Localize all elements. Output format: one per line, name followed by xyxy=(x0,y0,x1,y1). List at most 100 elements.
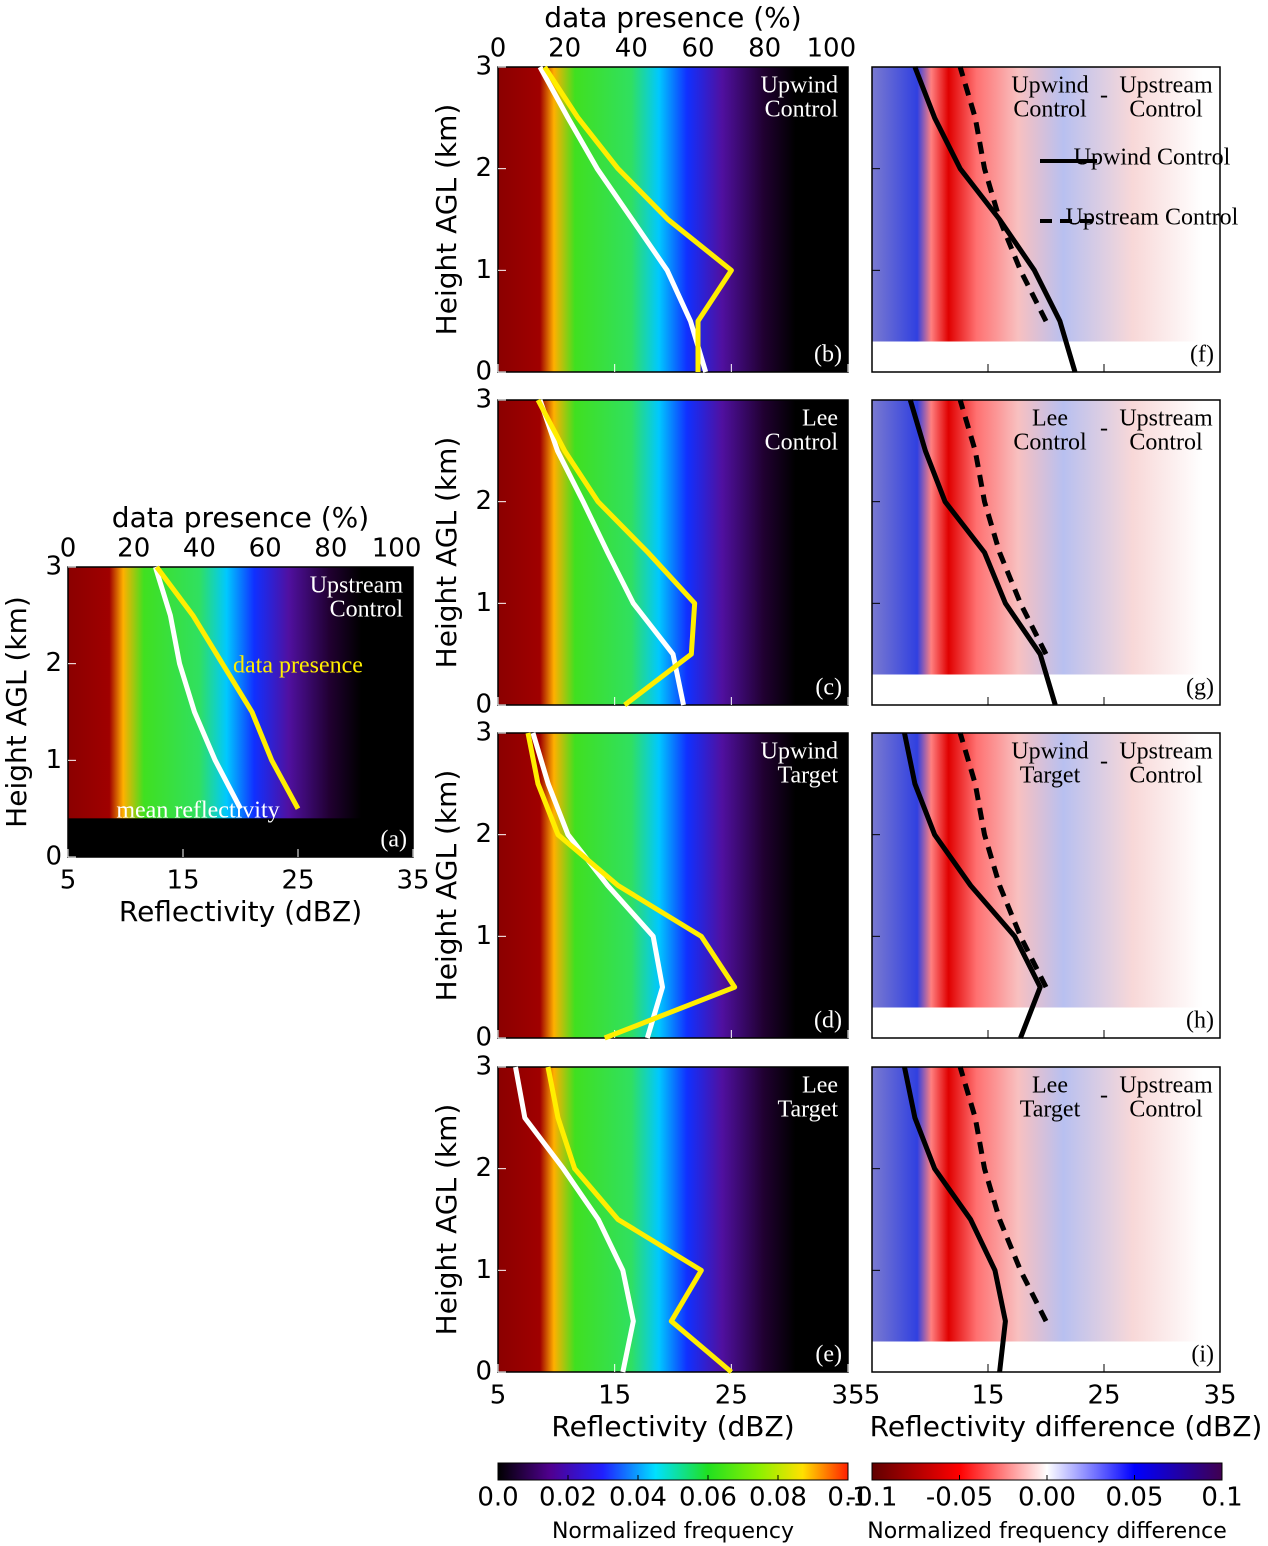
legend-label: Upwind Control xyxy=(1074,145,1231,171)
x2-tick-label: 80 xyxy=(748,34,781,64)
annotation: - xyxy=(1100,1083,1108,1109)
plot-background xyxy=(498,733,848,1038)
colorbar-tick-label: 0.04 xyxy=(609,1483,667,1513)
x2-tick-label: 80 xyxy=(314,534,347,564)
y-axis-label: Height AGL (km) xyxy=(430,1104,463,1336)
frame xyxy=(497,66,849,373)
y-tick-label: 1 xyxy=(475,588,492,618)
annotation: Control xyxy=(1013,97,1087,123)
no-data-band xyxy=(68,818,413,857)
y-tick-label: 2 xyxy=(475,486,492,516)
no-data-band xyxy=(498,1341,848,1372)
annotation: - xyxy=(1100,749,1108,775)
profile-line xyxy=(525,732,738,1041)
colorbar-tick-label: 0.02 xyxy=(539,1483,597,1513)
y-axis-label: Height AGL (km) xyxy=(0,596,33,828)
frame xyxy=(871,66,1221,373)
annotation: Target xyxy=(1020,1097,1081,1123)
y-tick-label: 2 xyxy=(475,153,492,183)
series-annotation: data presence xyxy=(233,653,363,679)
x-axis-label: Reflectivity (dBZ) xyxy=(119,895,362,928)
annotation: Upstream xyxy=(1119,73,1213,99)
x2-tick-label: 20 xyxy=(548,34,581,64)
x2-tick-label: 0 xyxy=(490,34,507,64)
colorbar-tick-label: 0.0 xyxy=(477,1483,518,1513)
profile-line xyxy=(957,1066,1049,1323)
x-tick-label: 15 xyxy=(598,1381,631,1411)
x-tick-label: 15 xyxy=(166,866,199,896)
colorbar-tick-label: 0.06 xyxy=(679,1483,737,1513)
profile-line xyxy=(154,565,301,810)
colorbar-tick-label: -0.1 xyxy=(847,1483,898,1513)
colorbar-tick-label: -0.05 xyxy=(926,1483,993,1513)
panel-label: (g) xyxy=(1186,675,1214,701)
profile-line xyxy=(907,399,1058,706)
x-tick-label: 35 xyxy=(396,866,429,896)
y-tick-label: 1 xyxy=(45,745,62,775)
x2-tick-label: 0 xyxy=(60,534,77,564)
annotation: Target xyxy=(777,763,838,789)
x-tick-label: 25 xyxy=(1087,1381,1120,1411)
annotation: - xyxy=(1100,416,1108,442)
profile-line xyxy=(542,65,734,372)
colorbar-label: Normalized frequency difference xyxy=(867,1519,1227,1544)
x2-tick-label: 40 xyxy=(183,534,216,564)
frame xyxy=(871,732,1221,1039)
colorbar-tick-label: 0.1 xyxy=(827,1483,868,1513)
frame xyxy=(871,399,1221,706)
panel-label: (i) xyxy=(1191,1342,1214,1368)
annotation: Control xyxy=(765,430,839,456)
panel-label: (a) xyxy=(380,827,407,853)
x-tick-label: 5 xyxy=(490,1381,507,1411)
legend-label: Upstream Control xyxy=(1066,205,1239,231)
frame xyxy=(67,566,414,858)
annotation: - xyxy=(1100,83,1108,109)
no-data-band xyxy=(498,341,848,372)
y-axis-label: Height AGL (km) xyxy=(430,437,463,669)
panel-label: (h) xyxy=(1186,1008,1214,1034)
annotation: Lee xyxy=(1032,406,1068,432)
y-tick-label: 2 xyxy=(475,819,492,849)
colorbar-tick-label: 0.08 xyxy=(749,1483,807,1513)
x-tick-label: 5 xyxy=(60,866,77,896)
annotation: Control xyxy=(1129,430,1203,456)
y-axis-label: Height AGL (km) xyxy=(430,104,463,336)
annotation: Control xyxy=(765,97,839,123)
no-data-band xyxy=(498,674,848,705)
profile-line xyxy=(537,65,709,373)
colorbar-tick-label: 0.00 xyxy=(1018,1483,1076,1513)
annotation: Upstream xyxy=(1119,406,1213,432)
annotation: Upwind xyxy=(761,739,838,765)
profile-line xyxy=(153,566,243,810)
series-annotation: mean reflectivity xyxy=(116,798,279,824)
y-tick-label: 3 xyxy=(475,385,492,415)
x2-tick-label: 60 xyxy=(249,534,282,564)
panel-label: (c) xyxy=(815,675,842,701)
y-tick-label: 3 xyxy=(475,52,492,82)
x-tick-label: 35 xyxy=(831,1381,864,1411)
y-tick-label: 0 xyxy=(45,842,62,872)
y-tick-label: 1 xyxy=(475,255,492,285)
x-tick-label: 35 xyxy=(1203,1381,1236,1411)
annotation: Lee xyxy=(802,1073,838,1099)
annotation: Upstream xyxy=(1119,1073,1213,1099)
profile-line xyxy=(957,732,1049,989)
x2-tick-label: 60 xyxy=(681,34,714,64)
panel-label: (e) xyxy=(815,1342,842,1368)
annotation: Upstream xyxy=(310,573,404,599)
y-tick-label: 0 xyxy=(475,690,492,720)
profile-line xyxy=(530,732,665,1039)
colorbar xyxy=(497,1462,849,1481)
annotation: Lee xyxy=(802,406,838,432)
profile-line xyxy=(513,1066,636,1373)
annotation: Upwind xyxy=(1011,739,1088,765)
no-data-band xyxy=(872,1007,1220,1038)
x-axis-label: Reflectivity (dBZ) xyxy=(551,1410,794,1443)
annotation: Control xyxy=(1129,763,1203,789)
frame xyxy=(497,399,849,706)
profile-line xyxy=(957,399,1049,656)
profile-line xyxy=(902,1066,1008,1373)
annotation: Upwind xyxy=(1011,73,1088,99)
no-data-band xyxy=(872,1341,1220,1372)
profile-line xyxy=(902,732,1043,1039)
